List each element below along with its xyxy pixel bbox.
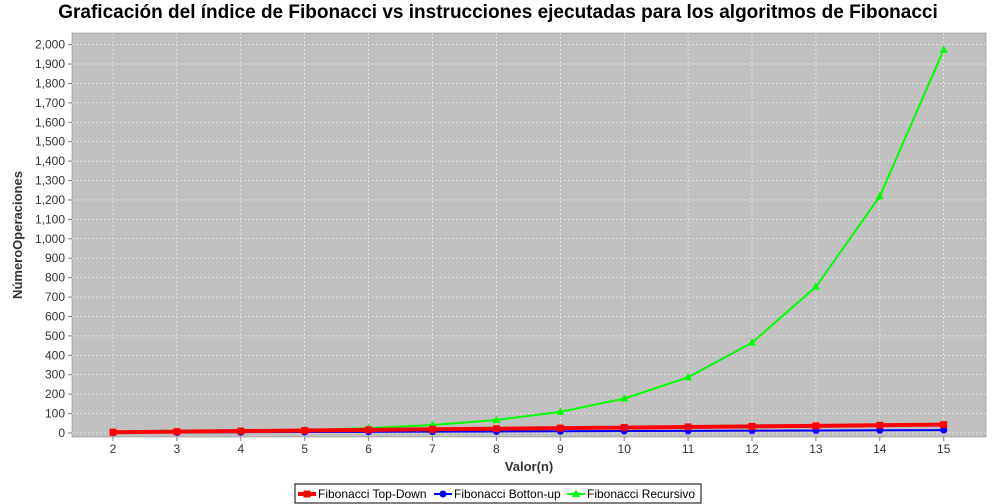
y-tick-label: 1,300 <box>35 174 65 188</box>
plot-area <box>71 32 987 438</box>
marker-triangle <box>572 489 580 497</box>
x-tick-label: 13 <box>809 442 823 456</box>
y-tick-label: 100 <box>45 407 65 421</box>
y-tick-label: 1,900 <box>35 57 65 71</box>
y-tick-label: 1,500 <box>35 135 65 149</box>
grid <box>72 33 986 437</box>
y-tick-label: 0 <box>58 426 65 440</box>
x-tick-label: 15 <box>937 442 951 456</box>
y-tick-label: 1,100 <box>35 212 65 226</box>
marker-square <box>109 428 117 436</box>
marker-square <box>748 422 756 430</box>
marker-square <box>303 490 311 498</box>
legend-label: Fibonacci Recursivo <box>587 487 695 501</box>
marker-square <box>429 425 436 433</box>
legend-item: Fibonacci Recursivo <box>567 487 695 501</box>
y-tick-label: 1,800 <box>35 76 65 90</box>
marker-square <box>620 424 628 432</box>
marker-square <box>301 426 309 434</box>
marker-square <box>173 428 181 436</box>
marker-square <box>940 421 948 429</box>
series-layer <box>109 45 948 437</box>
marker-triangle <box>811 282 820 290</box>
legend-items: Fibonacci Top-Down Fibonacci Botton-up Fib… <box>298 487 695 501</box>
x-tick-label: 9 <box>557 442 564 456</box>
marker-triangle <box>556 407 565 415</box>
y-tick-label: 800 <box>45 271 65 285</box>
marker-square <box>812 422 820 430</box>
marker-square <box>556 424 564 432</box>
marker-square <box>237 427 245 435</box>
y-tick-label: 1,400 <box>35 154 65 168</box>
chart-title: Graficación del índice de Fibonacci vs i… <box>58 2 938 23</box>
y-tick-label: 2,000 <box>35 38 65 52</box>
y-tick-label: 200 <box>45 387 65 401</box>
y-tick-label: 700 <box>45 290 65 304</box>
marker-circle <box>940 426 948 434</box>
x-tick-label: 8 <box>493 442 500 456</box>
marker-triangle <box>492 415 501 423</box>
y-tick-label: 300 <box>45 368 65 382</box>
marker-square <box>876 421 884 429</box>
x-tick-label: 12 <box>745 442 759 456</box>
legend: Fibonacci Top-Down Fibonacci Botton-up Fib… <box>294 483 702 504</box>
marker-triangle <box>684 372 693 381</box>
x-tick-label: 3 <box>174 442 181 456</box>
y-tick-label: 1,700 <box>35 96 65 110</box>
marker-triangle <box>748 338 756 346</box>
y-tick-label: 1,200 <box>35 193 65 207</box>
legend-label: Fibonacci Botton-up <box>454 487 561 501</box>
x-axis: 2 3 4 5 6 7 8 9 10 11 12 13 14 15 <box>110 437 951 456</box>
marker-square <box>365 426 373 434</box>
x-tick-label: 11 <box>682 442 695 456</box>
x-tick-label: 7 <box>429 442 436 456</box>
legend-item: Fibonacci Botton-up <box>434 487 561 501</box>
x-tick-label: 14 <box>873 442 887 456</box>
y-tick-label: 1,600 <box>35 115 65 129</box>
x-tick-label: 2 <box>110 442 117 456</box>
y-axis-label: NúmeroOperaciones <box>10 171 25 299</box>
y-axis: 0 100 200 300 400 500 600 700 800 900 1,000 1,100 1,… <box>35 38 72 440</box>
x-tick-label: 6 <box>365 442 372 456</box>
series-line <box>112 422 944 435</box>
marker-triangle <box>620 394 629 402</box>
marker-square <box>492 425 500 433</box>
marker-square <box>684 423 692 431</box>
y-tick-label: 600 <box>45 309 65 323</box>
x-tick-label: 4 <box>237 442 244 456</box>
y-tick-label: 900 <box>45 251 65 265</box>
x-tick-label: 5 <box>301 442 308 456</box>
legend-label: Fibonacci Top-Down <box>318 487 427 501</box>
legend-box <box>294 483 702 504</box>
series-0 <box>109 421 948 436</box>
legend-item: Fibonacci Top-Down <box>298 487 427 501</box>
y-tick-label: 500 <box>45 329 65 343</box>
marker-circle <box>439 490 447 498</box>
marker-triangle <box>875 191 884 200</box>
x-tick-label: 10 <box>618 442 632 456</box>
marker-triangle <box>939 45 948 53</box>
x-axis-label: Valor(n) <box>505 459 553 474</box>
y-tick-label: 1,000 <box>35 232 65 246</box>
y-tick-label: 400 <box>45 348 65 362</box>
